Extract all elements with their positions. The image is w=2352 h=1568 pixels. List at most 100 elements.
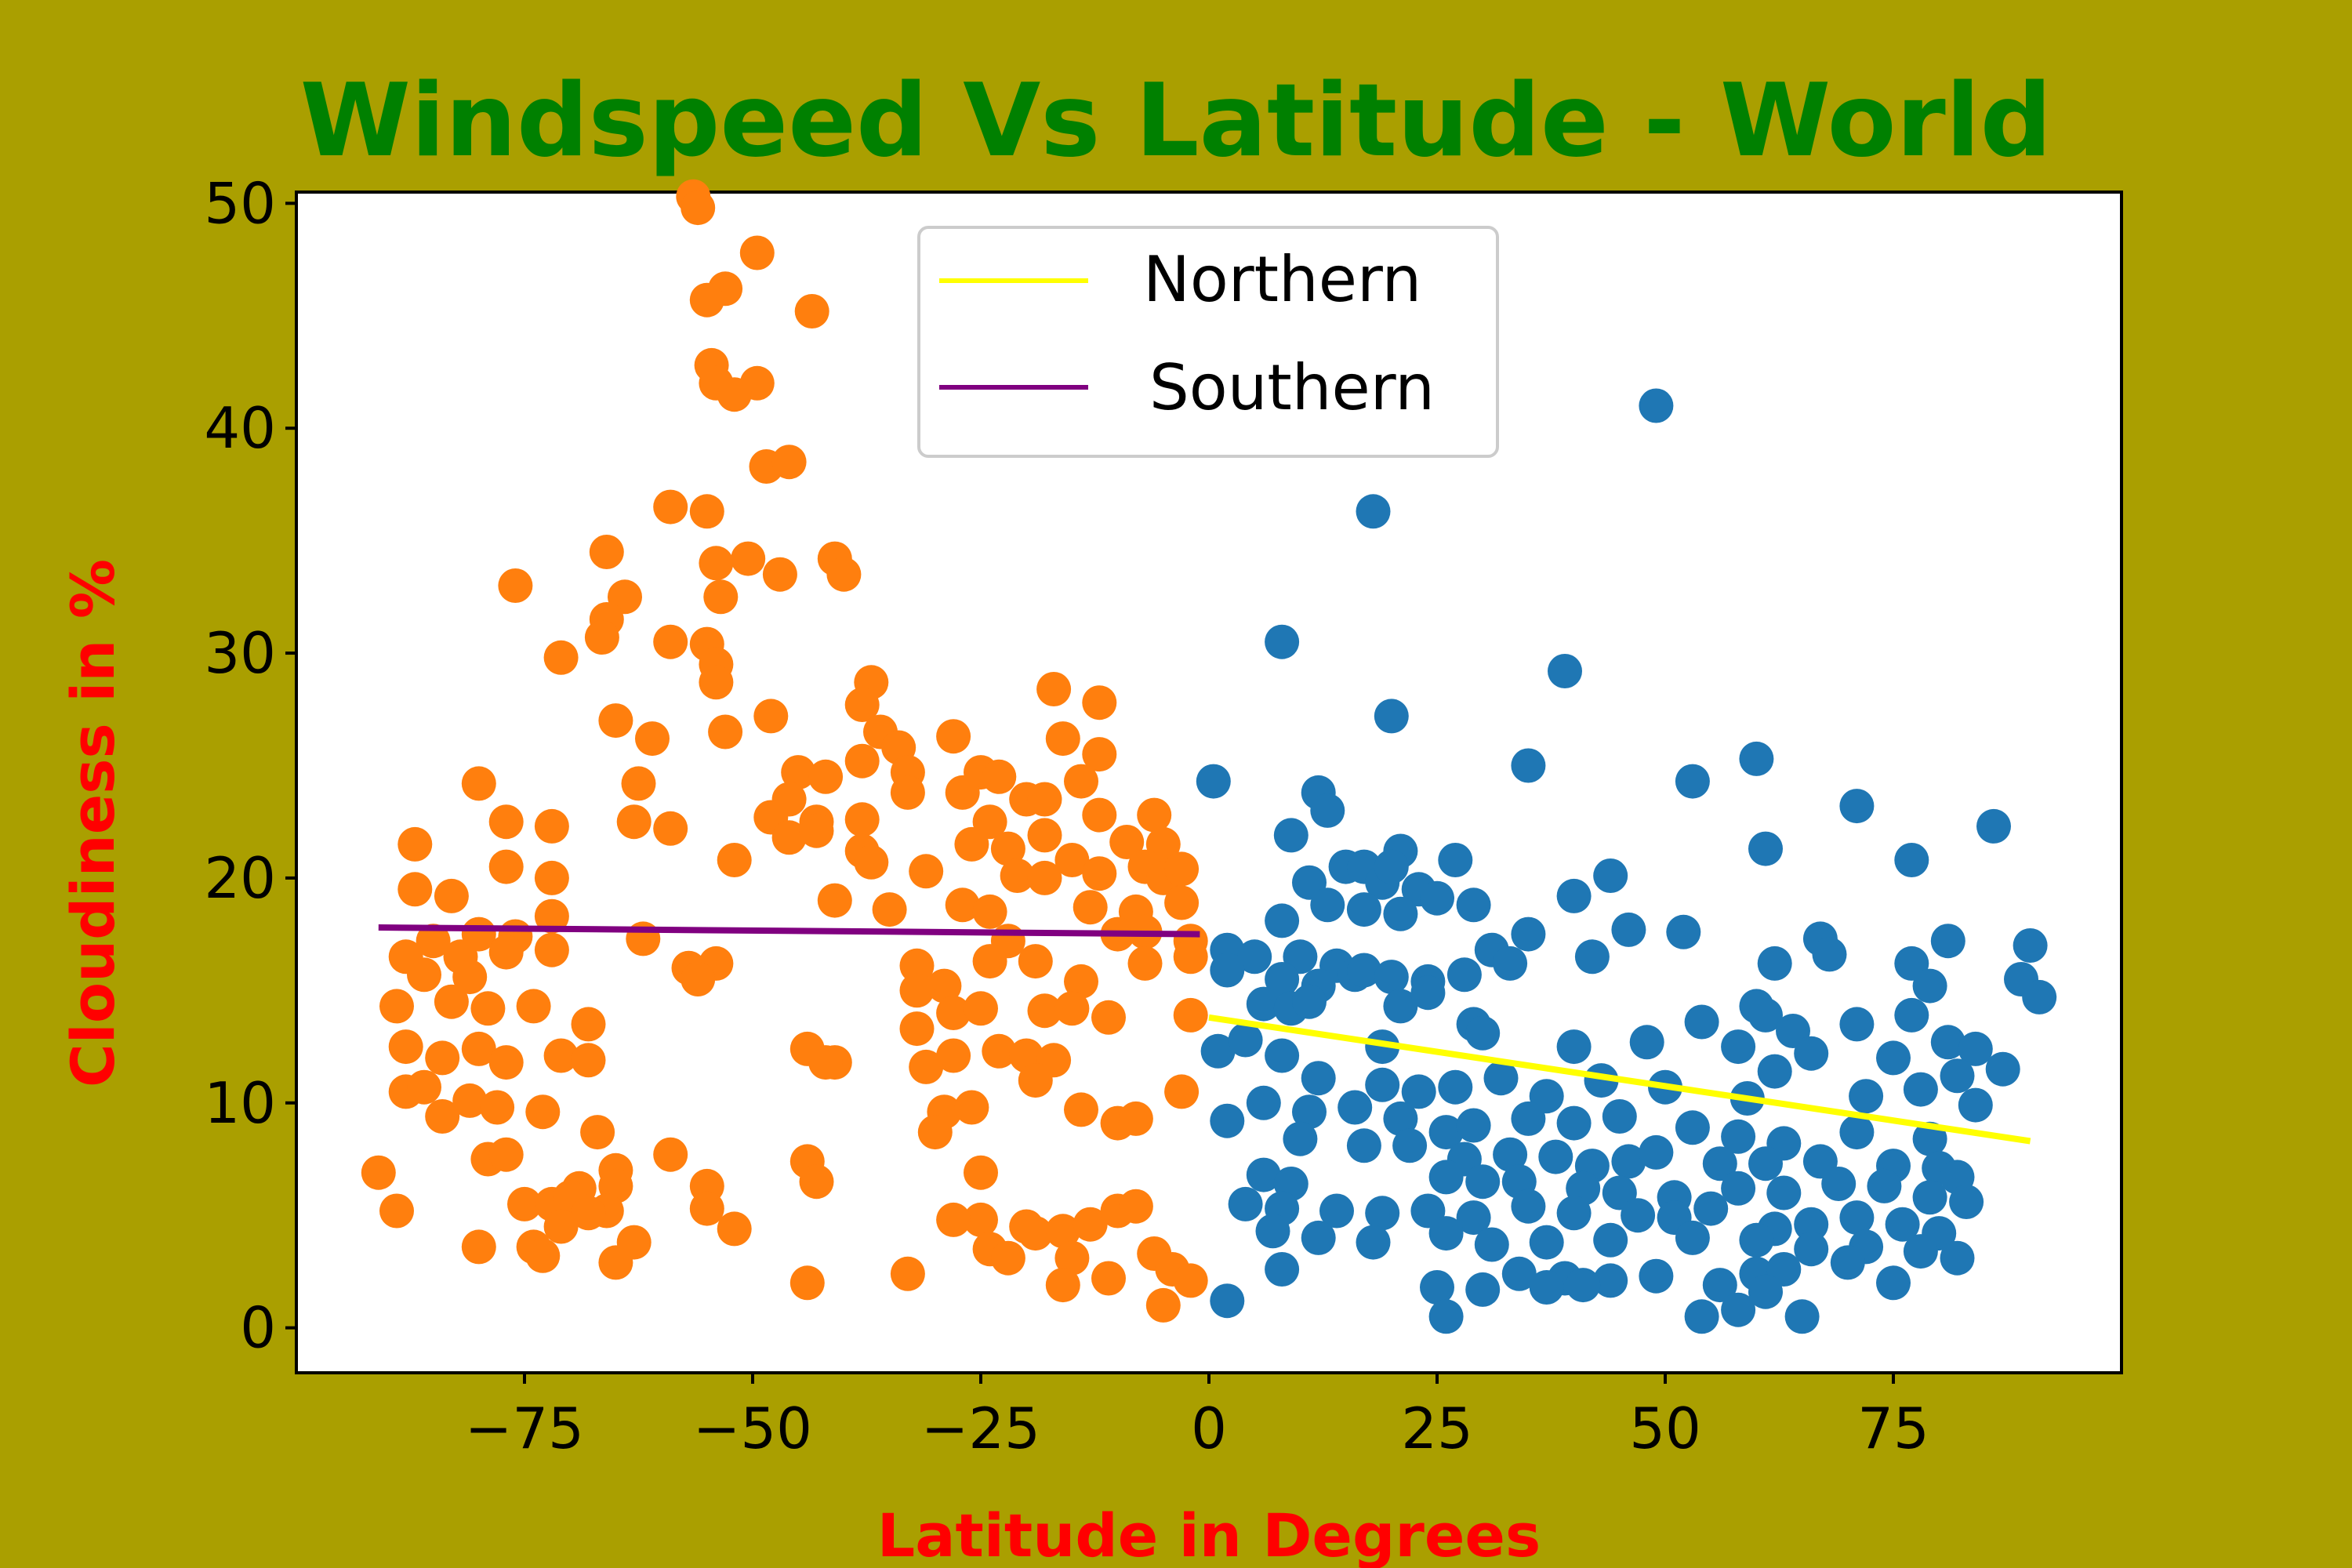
scatter-point-1-17 [1894,843,1929,877]
scatter-point-1-140 [1912,1180,1947,1215]
scatter-point-1-84 [1301,1061,1336,1096]
scatter-point-1-123 [1748,1146,1783,1181]
scatter-point-0-2 [739,235,775,270]
scatter-point-0-12 [653,489,688,524]
scatter-point-1-59 [2022,979,2057,1014]
x-axis-label: Latitude in Degrees [877,1501,1541,1568]
x-tick-label: −50 [693,1396,812,1461]
scatter-point-0-122 [1064,964,1098,999]
scatter-point-1-95 [1903,1072,1938,1107]
scatter-point-1-72 [1958,1031,1993,1066]
scatter-point-1-182 [1529,1270,1564,1305]
scatter-point-0-67 [771,820,807,855]
scatter-point-1-63 [1383,989,1418,1024]
scatter-point-0-163 [917,1115,953,1150]
scatter-point-1-147 [1456,1200,1491,1236]
scatter-point-0-136 [461,1031,496,1066]
scatter-point-1-80 [1721,1029,1756,1065]
x-tick-label: 50 [1629,1396,1701,1461]
scatter-point-1-2 [1265,624,1300,659]
scatter-point-0-180 [379,1193,414,1229]
scatter-point-1-120 [1611,1144,1646,1179]
scatter-point-1-186 [1210,1283,1245,1319]
scatter-point-0-9 [717,377,752,412]
scatter-point-0-48 [461,766,496,801]
scatter-point-1-73 [1200,1033,1236,1069]
scatter-point-1-156 [1885,1207,1920,1242]
scatter-point-1-122 [1702,1146,1737,1181]
scatter-point-0-156 [954,1090,989,1125]
scatter-point-1-11 [1839,789,1875,824]
scatter-point-1-101 [1383,1101,1418,1136]
scatter-point-1-149 [1556,1196,1592,1231]
scatter-point-0-20 [498,568,533,603]
y-tick-label: 10 [204,1070,276,1136]
scatter-point-1-12 [1976,808,2011,844]
scatter-point-0-87 [1164,851,1200,887]
scatter-point-0-137 [425,1040,460,1076]
scatter-point-1-9 [1675,764,1710,799]
scatter-point-1-162 [1474,1227,1509,1262]
scatter-point-0-38 [936,719,971,754]
scatter-point-0-91 [872,892,907,927]
scatter-point-1-88 [1483,1061,1519,1096]
scatter-point-0-83 [1082,856,1117,891]
scatter-point-0-121 [899,973,935,1008]
scatter-point-0-123 [434,984,469,1019]
scatter-point-1-21 [1374,849,1409,884]
scatter-point-1-45 [1574,939,1610,975]
scatter-point-0-170 [964,1155,998,1190]
scatter-point-1-152 [1693,1191,1729,1226]
scatter-point-1-118 [1538,1139,1573,1174]
scatter-point-0-94 [1073,890,1108,925]
scatter-point-0-201 [890,1256,925,1291]
scatter-point-0-55 [945,775,980,810]
scatter-point-0-203 [1045,1268,1080,1303]
x-tick-label: 0 [1191,1396,1227,1461]
scatter-point-0-74 [397,826,433,862]
scatter-point-0-161 [1164,1074,1200,1109]
scatter-point-1-180 [1420,1270,1454,1305]
scatter-point-1-39 [1237,939,1272,975]
y-tick-label: 30 [204,620,276,686]
scatter-point-0-139 [543,1038,579,1073]
scatter-point-1-102 [1428,1115,1464,1150]
scatter-point-0-184 [936,1202,971,1237]
scatter-point-0-140 [571,1043,606,1078]
scatter-point-0-135 [388,1029,423,1065]
regression-line-southern [378,924,1200,938]
scatter-point-0-15 [731,541,766,576]
scatter-point-1-13 [1273,818,1308,853]
scatter-point-0-85 [1027,860,1062,895]
scatter-point-0-138 [488,1045,524,1080]
scatter-point-1-53 [1346,953,1381,988]
y-tick-label: 0 [240,1295,276,1361]
scatter-point-0-51 [982,759,1017,794]
scatter-point-0-153 [480,1090,515,1125]
scatter-point-0-13 [689,494,724,529]
scatter-point-0-66 [653,811,688,846]
x-tick-label: 25 [1401,1396,1473,1461]
scatter-point-0-26 [584,620,619,655]
scatter-point-1-183 [1566,1268,1601,1303]
scatter-point-1-15 [1438,843,1473,877]
scatter-point-0-68 [799,813,834,848]
scatter-point-1-32 [1611,912,1646,947]
scatter-point-1-100 [1338,1090,1373,1125]
scatter-point-0-1 [681,191,716,226]
scatter-point-0-145 [982,1033,1017,1069]
scatter-point-1-8 [1511,748,1546,783]
scatter-point-1-74 [1228,1022,1263,1058]
y-tick-label: 40 [204,395,276,461]
scatter-point-1-155 [1839,1200,1875,1236]
scatter-point-0-182 [964,1202,998,1237]
scatter-point-0-132 [1173,997,1208,1033]
legend-label-northern: Northern [1143,243,1421,316]
scatter-point-0-117 [407,957,441,993]
scatter-point-0-40 [635,721,670,757]
scatter-point-1-179 [1876,1265,1911,1301]
scatter-point-1-139 [1867,1168,1902,1203]
scatter-point-0-98 [416,924,451,959]
scatter-point-0-65 [616,804,652,840]
